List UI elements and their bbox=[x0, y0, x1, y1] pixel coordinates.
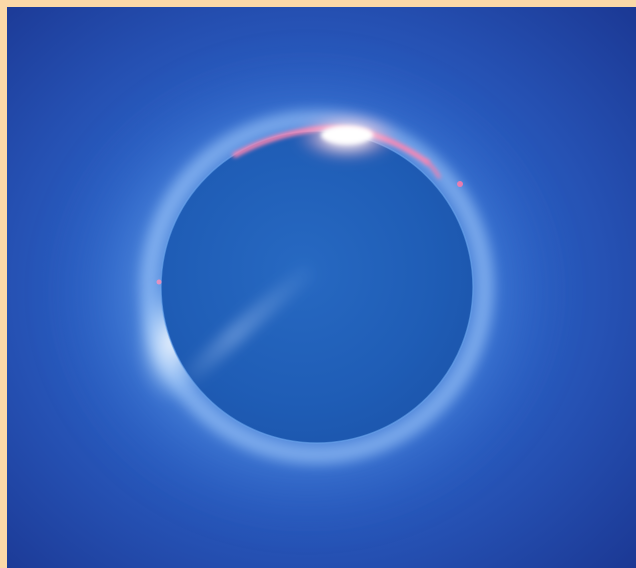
prominence-dot bbox=[457, 181, 463, 187]
diamond-ring bbox=[321, 126, 373, 144]
prominence-left bbox=[156, 279, 162, 285]
moon-disk bbox=[161, 131, 473, 443]
eclipse-scene bbox=[7, 7, 636, 568]
eclipse-photo bbox=[7, 7, 636, 568]
moon-light-streak bbox=[182, 262, 317, 387]
prominence-right bbox=[425, 160, 441, 179]
